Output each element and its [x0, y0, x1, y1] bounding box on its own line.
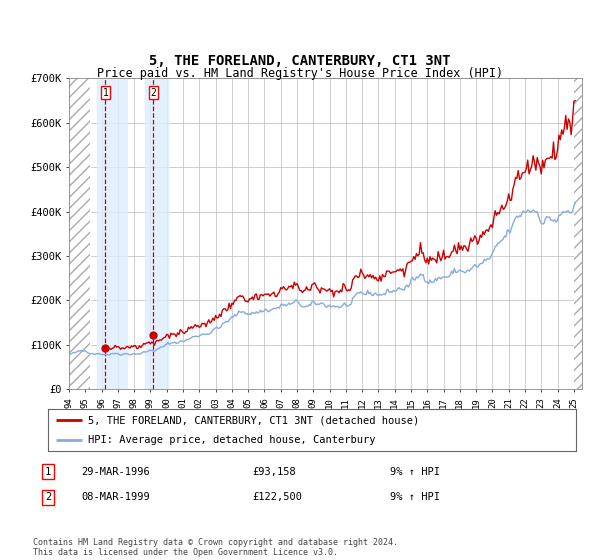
Text: 9% ↑ HPI: 9% ↑ HPI — [390, 492, 440, 502]
Text: 29-MAR-1996: 29-MAR-1996 — [81, 466, 150, 477]
Text: 5, THE FORELAND, CANTERBURY, CT1 3NT (detached house): 5, THE FORELAND, CANTERBURY, CT1 3NT (de… — [88, 415, 419, 425]
Text: 1: 1 — [103, 88, 109, 98]
Bar — [574, 78, 582, 389]
Bar — [145, 78, 168, 389]
Text: Price paid vs. HM Land Registry's House Price Index (HPI): Price paid vs. HM Land Registry's House … — [97, 67, 503, 80]
Text: £122,500: £122,500 — [252, 492, 302, 502]
Text: HPI: Average price, detached house, Canterbury: HPI: Average price, detached house, Cant… — [88, 435, 375, 445]
Text: 9% ↑ HPI: 9% ↑ HPI — [390, 466, 440, 477]
Bar — [97, 78, 127, 389]
Text: £93,158: £93,158 — [252, 466, 296, 477]
Text: Contains HM Land Registry data © Crown copyright and database right 2024.
This d: Contains HM Land Registry data © Crown c… — [33, 538, 398, 557]
Bar — [69, 78, 90, 389]
Text: 5, THE FORELAND, CANTERBURY, CT1 3NT: 5, THE FORELAND, CANTERBURY, CT1 3NT — [149, 54, 451, 68]
Text: 08-MAR-1999: 08-MAR-1999 — [81, 492, 150, 502]
Bar — [69, 78, 90, 389]
Text: 2: 2 — [45, 492, 51, 502]
Bar — [574, 78, 582, 389]
Text: 2: 2 — [151, 88, 156, 98]
Text: 1: 1 — [45, 466, 51, 477]
